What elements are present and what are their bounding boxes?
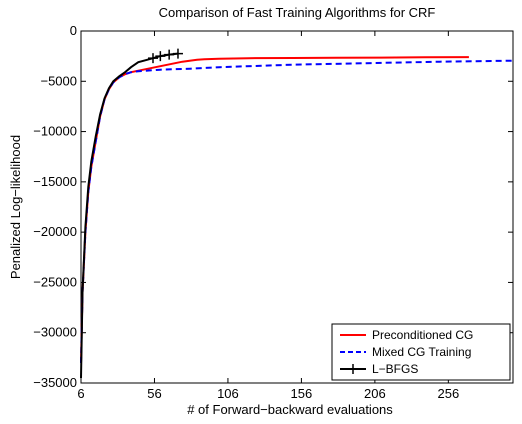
legend-label: L−BFGS (372, 362, 418, 376)
x-tick-label: 256 (437, 386, 459, 401)
legend-item: Mixed CG Training (340, 345, 471, 359)
data-point-marker (155, 51, 166, 62)
x-tick-label: 56 (147, 386, 161, 401)
legend-box (331, 323, 511, 381)
x-tick-label: 206 (364, 386, 386, 401)
y-tick-label: −15000 (33, 174, 77, 189)
y-tick-label: −5000 (40, 73, 77, 88)
legend-item: Preconditioned CG (340, 328, 473, 342)
x-tick-label: 106 (217, 386, 239, 401)
data-point-marker (172, 48, 183, 59)
y-tick-label: −10000 (33, 124, 77, 139)
legend-label: Preconditioned CG (372, 328, 473, 342)
legend: Preconditioned CG Mixed CG Training L−BFGS (331, 323, 511, 381)
y-tick-label: −35000 (33, 375, 77, 390)
x-tick-label: 156 (291, 386, 313, 401)
chart-title: Comparison of Fast Training Algorithms f… (159, 5, 436, 20)
x-axis: 6 56 106 156 206 256 (77, 31, 459, 401)
data-point-marker (164, 49, 175, 60)
y-tick-label: −20000 (33, 224, 77, 239)
legend-label: Mixed CG Training (372, 345, 471, 359)
x-axis-label: # of Forward−backward evaluations (187, 402, 393, 417)
series-layer (80, 48, 514, 379)
y-tick-label: 0 (70, 23, 77, 38)
legend-item: L−BFGS (340, 362, 418, 376)
data-point-marker (148, 53, 158, 64)
y-axis-label: Penalized Log−likelihood (8, 135, 23, 279)
y-tick-label: −25000 (33, 274, 77, 289)
x-tick-label: 6 (77, 386, 84, 401)
y-axis: 0 −5000 −10000 −15000 −20000 −25000 −30000 −350… (33, 23, 513, 390)
y-tick-label: −30000 (33, 325, 77, 340)
